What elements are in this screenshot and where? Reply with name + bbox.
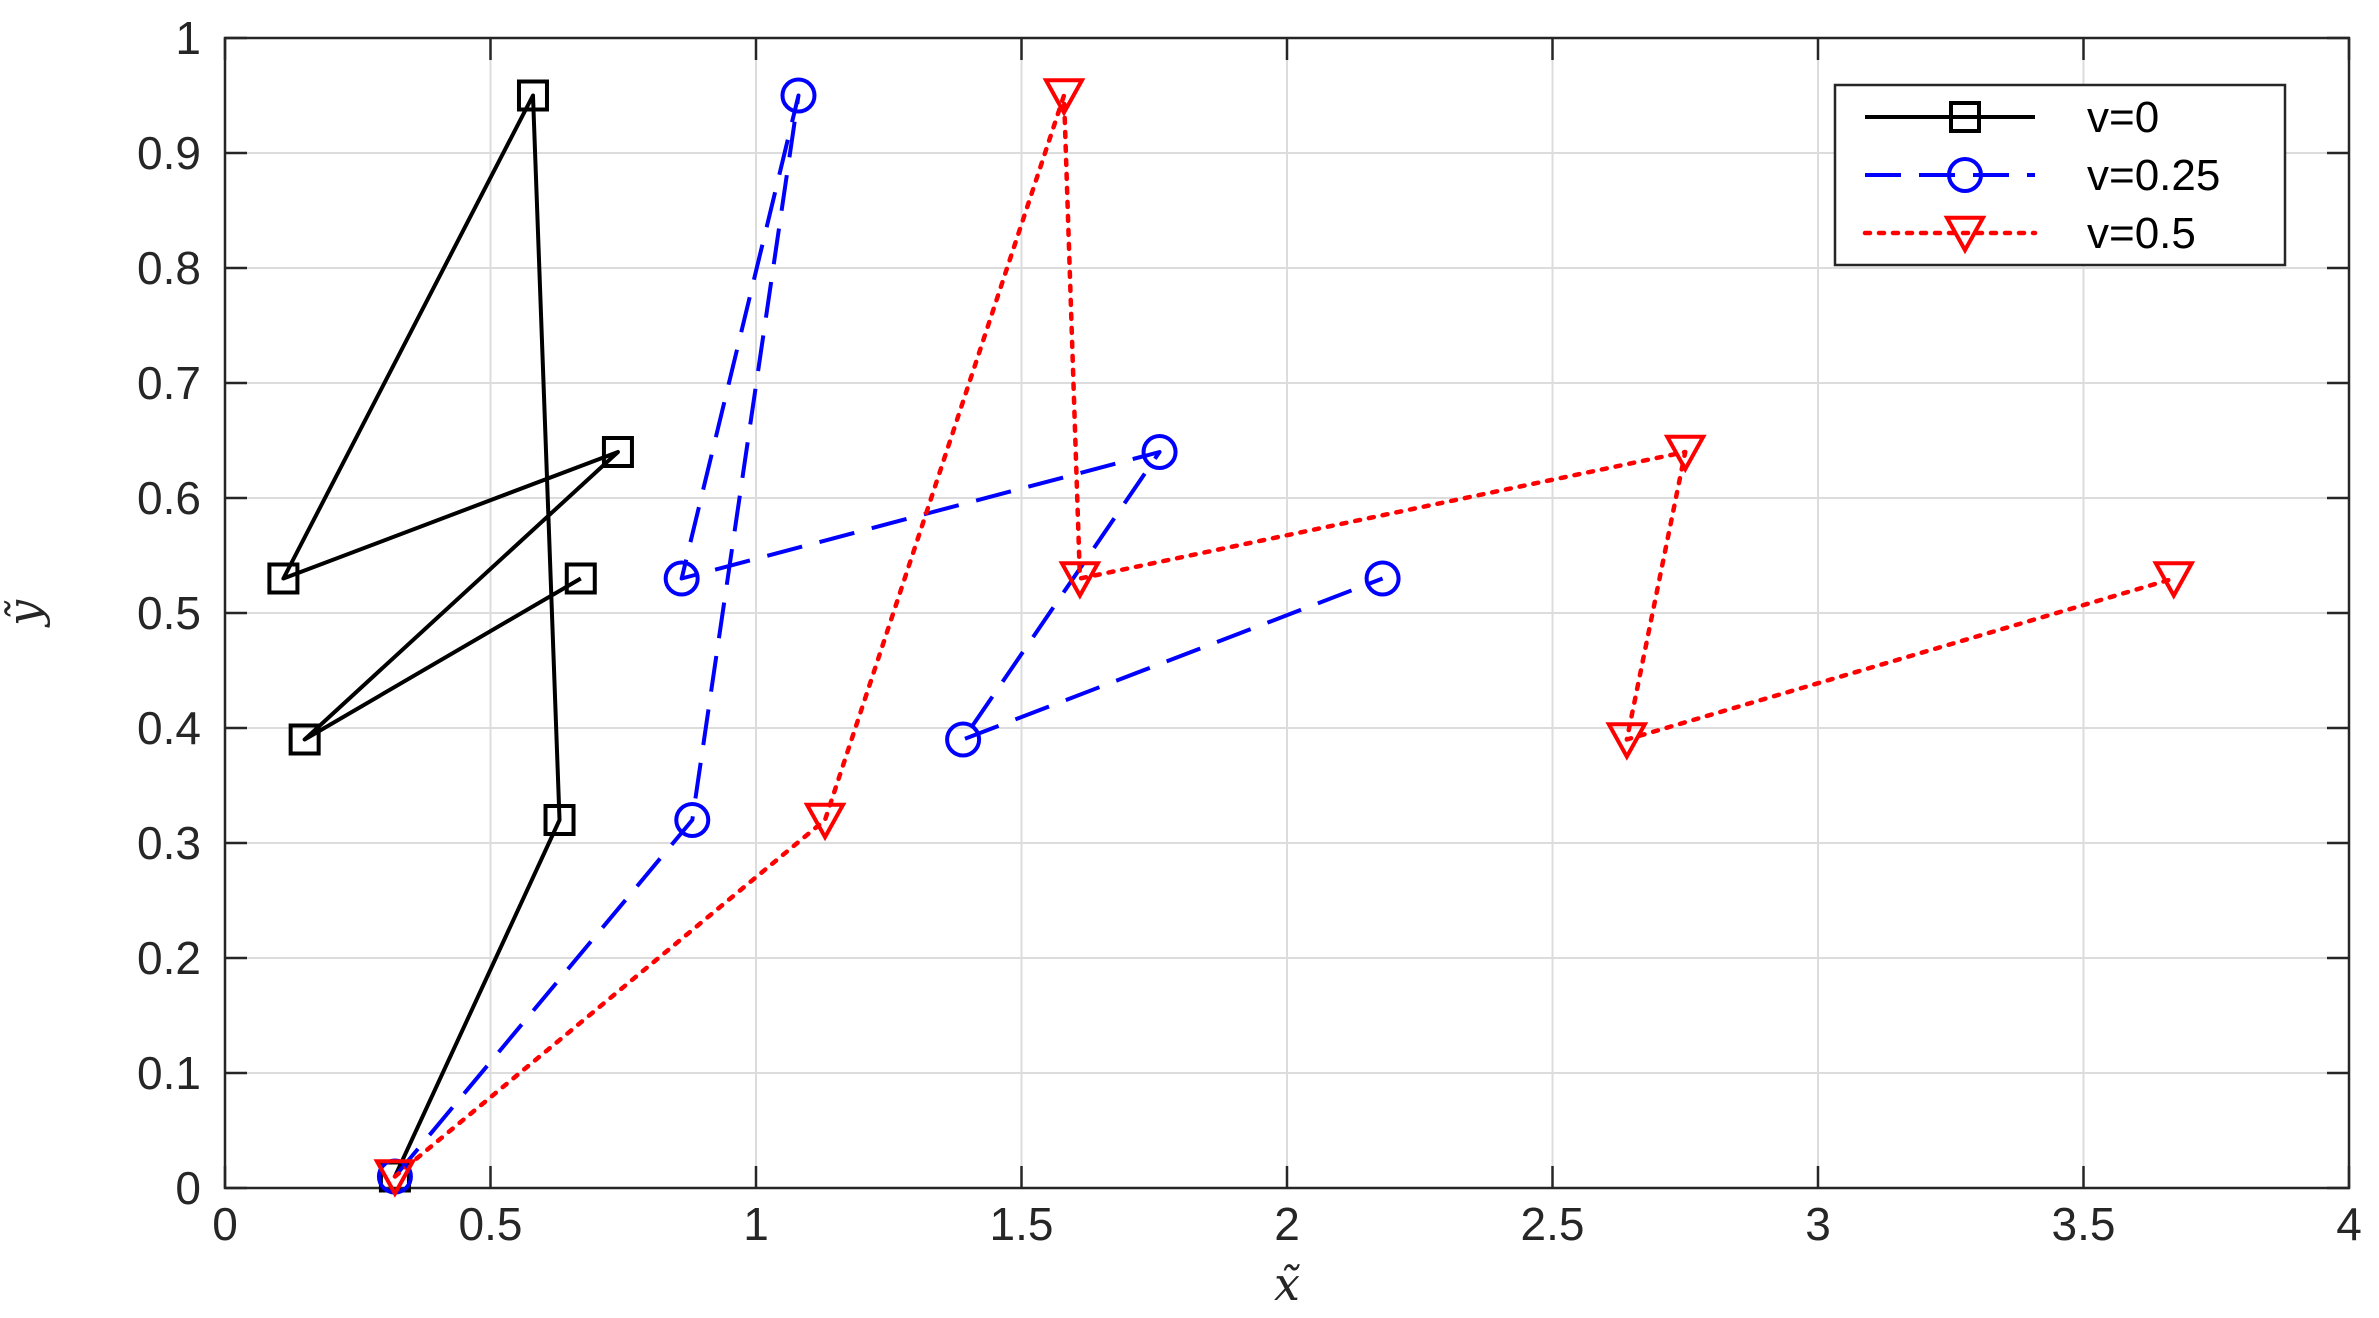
data-point xyxy=(373,1159,417,1198)
series-line-2 xyxy=(392,93,2177,1179)
x-tick-label: 1 xyxy=(743,1198,769,1250)
data-point xyxy=(1042,78,1086,117)
axis-ticks: 0 0.5 1 1.5 2 2.5 3 3.5 4 0 0.1 0.2 0.3 0.4 0.5 0.6 0.7 0… xyxy=(137,12,2362,1250)
y-tick-label: 0.9 xyxy=(137,127,201,179)
data-point xyxy=(1605,722,1649,761)
x-axis-label: x̃ xyxy=(1274,1257,1300,1311)
data-point xyxy=(663,560,700,597)
x-tick-label: 3 xyxy=(1805,1198,1831,1250)
data-point xyxy=(267,562,300,595)
series-line-0 xyxy=(281,93,620,1178)
data-point xyxy=(674,802,711,838)
data-point xyxy=(1663,434,1707,474)
y-tick-label: 0.8 xyxy=(137,242,201,294)
series-line-1 xyxy=(393,93,1384,1178)
data-point xyxy=(601,436,634,468)
legend-label-0: v=0 xyxy=(2087,93,2159,142)
x-tick-label: 3.5 xyxy=(2052,1198,2116,1250)
data-point xyxy=(516,79,549,112)
legend-label-2: v=0.5 xyxy=(2087,209,2196,258)
data-point xyxy=(1364,560,1401,597)
x-tick-label: 2.5 xyxy=(1521,1198,1585,1250)
data-point xyxy=(780,77,817,114)
x-tick-label: 0 xyxy=(212,1198,238,1250)
series-markers xyxy=(267,77,2196,1198)
x-tick-label: 2 xyxy=(1274,1198,1300,1250)
data-point xyxy=(803,802,847,842)
data-point xyxy=(945,721,982,758)
y-tick-label: 0.4 xyxy=(137,702,201,754)
y-tick-label: 0.3 xyxy=(137,817,201,869)
y-tick-label: 0.1 xyxy=(137,1047,201,1099)
series-lines xyxy=(281,93,2177,1179)
legend-marker-2 xyxy=(1943,215,1987,255)
legend-label-1: v=0.25 xyxy=(2087,151,2220,200)
data-point xyxy=(2152,561,2196,600)
x-tick-label: 4 xyxy=(2336,1198,2362,1250)
data-point xyxy=(543,804,576,836)
data-point xyxy=(564,562,597,595)
x-tick-label: 1.5 xyxy=(990,1198,1054,1250)
y-axis-label: ỹ xyxy=(0,599,51,628)
x-tick-label: 0.5 xyxy=(459,1198,523,1250)
y-tick-label: 0 xyxy=(175,1162,201,1214)
legend-marker-0 xyxy=(1949,101,1981,133)
legend-marker-1 xyxy=(1947,157,1983,193)
y-tick-label: 0.7 xyxy=(137,357,201,409)
data-point xyxy=(1058,561,1102,600)
data-point xyxy=(288,723,321,756)
y-tick-label: 0.6 xyxy=(137,472,201,524)
y-tick-label: 0.2 xyxy=(137,932,201,984)
y-tick-label: 1 xyxy=(175,12,201,64)
data-point xyxy=(1141,434,1178,470)
y-tick-label: 0.5 xyxy=(137,587,201,639)
legend: v=0 v=0.25 v=0.5 xyxy=(1833,83,2287,267)
